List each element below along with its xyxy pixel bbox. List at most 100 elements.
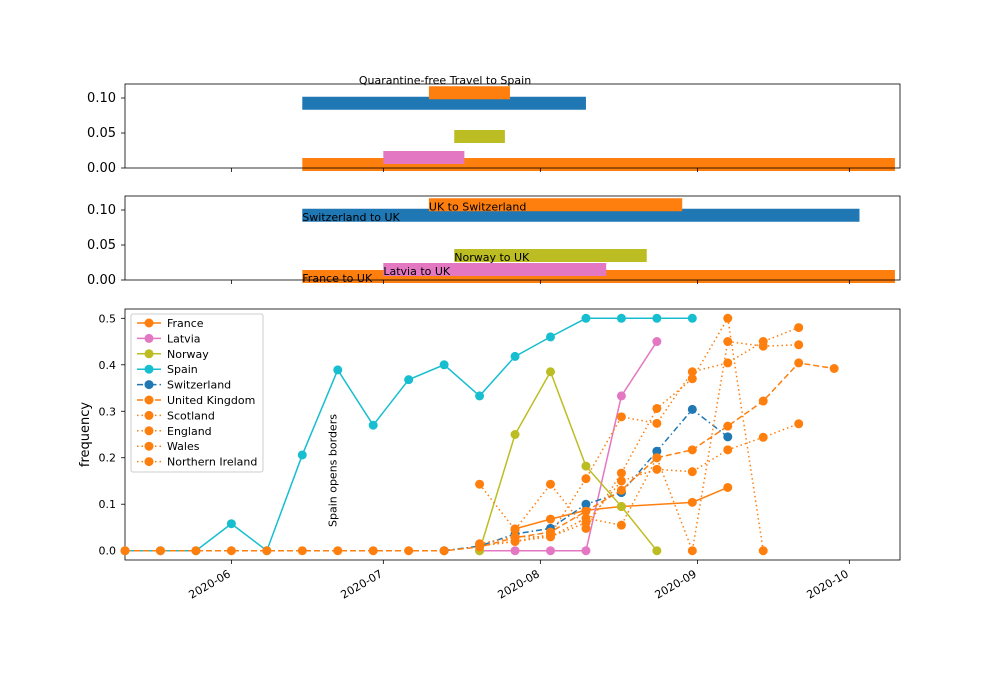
legend-marker [144, 441, 154, 451]
data-point [723, 421, 733, 431]
data-point [652, 453, 662, 463]
data-point [581, 506, 591, 516]
data-point [368, 546, 378, 556]
data-point [687, 374, 697, 384]
bar [383, 151, 465, 164]
legend-marker [144, 457, 154, 467]
data-point [794, 323, 804, 333]
data-point [829, 363, 839, 373]
legend-marker [144, 426, 154, 436]
bar [383, 263, 607, 276]
data-point [687, 404, 697, 414]
legend-label: France [167, 317, 204, 330]
data-point [545, 479, 555, 489]
data-point [475, 391, 485, 401]
data-point [226, 519, 236, 529]
data-point [758, 546, 768, 556]
legend-label: Norway [167, 348, 209, 361]
data-point [687, 445, 697, 455]
data-point [723, 432, 733, 442]
series-line [479, 326, 799, 547]
y-tick-label: 0.3 [99, 405, 117, 418]
series-line [479, 340, 799, 554]
legend-marker [144, 318, 154, 328]
data-point [120, 546, 130, 556]
y-tick-label: 0.2 [99, 452, 117, 465]
bar [302, 208, 860, 222]
data-point [475, 479, 485, 489]
data-point [333, 365, 343, 375]
data-point [333, 546, 343, 556]
data-point [652, 313, 662, 323]
data-point [687, 546, 697, 556]
legend-box [130, 313, 264, 473]
series-line [478, 369, 658, 552]
legend-label: Switzerland [167, 379, 231, 392]
data-point [794, 340, 804, 350]
data-point [723, 445, 733, 455]
data-point [191, 546, 201, 556]
spain-opens-annotation: Spain opens borders [327, 414, 340, 527]
data-point [794, 358, 804, 368]
data-point [723, 337, 733, 347]
legend-marker [144, 333, 154, 343]
data-point [510, 525, 520, 535]
data-point [758, 432, 768, 442]
bar-label: Norway to UK [454, 251, 530, 264]
data-point [616, 485, 626, 495]
data-point [652, 337, 662, 347]
data-point [545, 332, 555, 342]
data-point [616, 313, 626, 323]
legend-marker [144, 395, 154, 405]
data-point [652, 446, 662, 456]
bar-label: UK to Switzerland [429, 200, 526, 213]
data-point [475, 541, 485, 551]
data-point [652, 546, 662, 556]
data-point [545, 514, 555, 524]
data-point [545, 546, 555, 556]
data-point [510, 430, 520, 439]
data-point [404, 546, 414, 556]
bar-label: France to UK [302, 272, 373, 285]
legend-label: Latvia [167, 332, 201, 345]
y-tick-label: 0.0 [99, 545, 117, 558]
legend-label: Scotland [167, 409, 215, 422]
data-point [652, 403, 662, 413]
data-point [723, 482, 733, 492]
data-point [368, 420, 378, 430]
bar [454, 249, 647, 262]
legend-marker [144, 380, 154, 390]
series-line [514, 486, 729, 530]
legend-label: United Kingdom [167, 394, 255, 407]
data-point [758, 341, 768, 351]
bar-label: Switzerland to UK [302, 211, 400, 224]
data-point [581, 313, 591, 323]
series-line [479, 423, 799, 545]
panel-annotation: Quarantine-free Travel to Spain [359, 74, 531, 87]
data-point [510, 546, 520, 556]
bar [302, 96, 586, 110]
data-point [262, 546, 272, 556]
y-tick-label: 0.1 [99, 498, 117, 511]
legend-marker [144, 410, 154, 420]
data-point [297, 546, 307, 556]
legend-label: Spain [167, 363, 198, 376]
bar [454, 130, 505, 143]
data-point [616, 520, 626, 530]
data-point [510, 351, 520, 361]
y-tick-label: 0.05 [87, 238, 116, 253]
data-point [226, 546, 236, 556]
data-point [404, 375, 414, 385]
legend-label: Northern Ireland [167, 456, 257, 469]
data-point [652, 464, 662, 474]
data-point [155, 546, 165, 556]
data-point [545, 532, 555, 542]
legend-label: Wales [167, 440, 200, 453]
y-tick-label: 0.10 [87, 91, 116, 106]
series-line [479, 341, 658, 552]
data-point [687, 467, 697, 477]
data-point [723, 358, 733, 368]
